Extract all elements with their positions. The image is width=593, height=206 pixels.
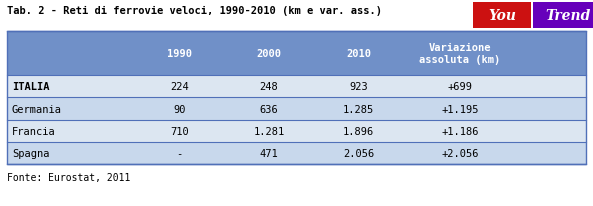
Text: 710: 710 [170,126,189,136]
Text: 1990: 1990 [167,49,192,59]
Text: 90: 90 [173,104,186,114]
Text: 923: 923 [349,82,368,92]
Text: 1.281: 1.281 [253,126,285,136]
Text: Germania: Germania [12,104,62,114]
Text: ITALIA: ITALIA [12,82,49,92]
Text: Tab. 2 - Reti di ferrovie veloci, 1990-2010 (km e var. ass.): Tab. 2 - Reti di ferrovie veloci, 1990-2… [7,6,382,16]
Text: +2.056: +2.056 [441,148,479,158]
Text: 636: 636 [260,104,278,114]
Text: You: You [488,9,516,23]
Text: 471: 471 [260,148,278,158]
Text: +699: +699 [448,82,473,92]
Text: Trend: Trend [546,9,591,23]
Text: 1.285: 1.285 [343,104,374,114]
Text: 248: 248 [260,82,278,92]
Text: 2010: 2010 [346,49,371,59]
Text: 224: 224 [170,82,189,92]
Text: Fonte: Eurostat, 2011: Fonte: Eurostat, 2011 [7,172,130,182]
Text: +1.195: +1.195 [441,104,479,114]
Text: Variazione
assoluta (km): Variazione assoluta (km) [419,43,500,65]
Text: Spagna: Spagna [12,148,49,158]
Text: 2.056: 2.056 [343,148,374,158]
Text: +1.186: +1.186 [441,126,479,136]
Text: 2000: 2000 [257,49,282,59]
Text: Francia: Francia [12,126,56,136]
Text: 1.896: 1.896 [343,126,374,136]
Text: -: - [176,148,183,158]
